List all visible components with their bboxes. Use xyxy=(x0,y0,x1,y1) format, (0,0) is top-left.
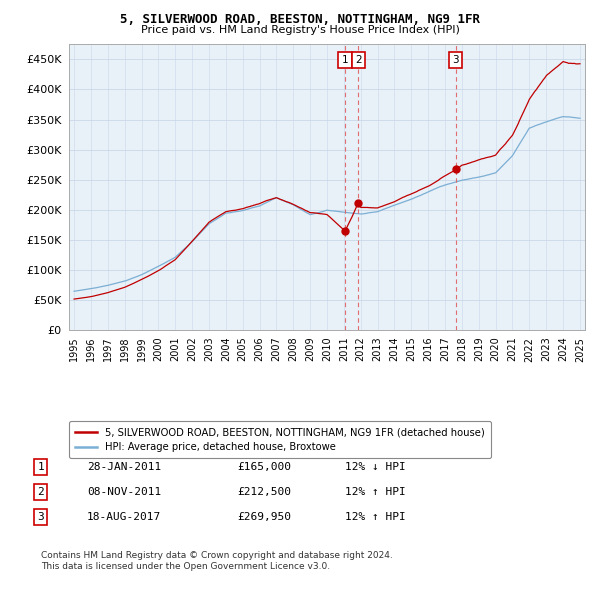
Text: 12% ↑ HPI: 12% ↑ HPI xyxy=(345,487,406,497)
Text: 12% ↑ HPI: 12% ↑ HPI xyxy=(345,512,406,522)
Text: £212,500: £212,500 xyxy=(237,487,291,497)
Text: Contains HM Land Registry data © Crown copyright and database right 2024.: Contains HM Land Registry data © Crown c… xyxy=(41,551,392,560)
Text: 1: 1 xyxy=(37,463,44,472)
Text: 3: 3 xyxy=(37,512,44,522)
Text: 18-AUG-2017: 18-AUG-2017 xyxy=(87,512,161,522)
Text: 12% ↓ HPI: 12% ↓ HPI xyxy=(345,463,406,472)
Text: 5, SILVERWOOD ROAD, BEESTON, NOTTINGHAM, NG9 1FR: 5, SILVERWOOD ROAD, BEESTON, NOTTINGHAM,… xyxy=(120,13,480,26)
Text: Price paid vs. HM Land Registry's House Price Index (HPI): Price paid vs. HM Land Registry's House … xyxy=(140,25,460,35)
Text: £165,000: £165,000 xyxy=(237,463,291,472)
Text: 2: 2 xyxy=(37,487,44,497)
Text: 28-JAN-2011: 28-JAN-2011 xyxy=(87,463,161,472)
Legend: 5, SILVERWOOD ROAD, BEESTON, NOTTINGHAM, NG9 1FR (detached house), HPI: Average : 5, SILVERWOOD ROAD, BEESTON, NOTTINGHAM,… xyxy=(69,421,491,458)
Text: 08-NOV-2011: 08-NOV-2011 xyxy=(87,487,161,497)
Text: 2: 2 xyxy=(355,55,362,65)
Text: 3: 3 xyxy=(452,55,459,65)
Text: 1: 1 xyxy=(342,55,349,65)
Text: £269,950: £269,950 xyxy=(237,512,291,522)
Text: This data is licensed under the Open Government Licence v3.0.: This data is licensed under the Open Gov… xyxy=(41,562,330,571)
